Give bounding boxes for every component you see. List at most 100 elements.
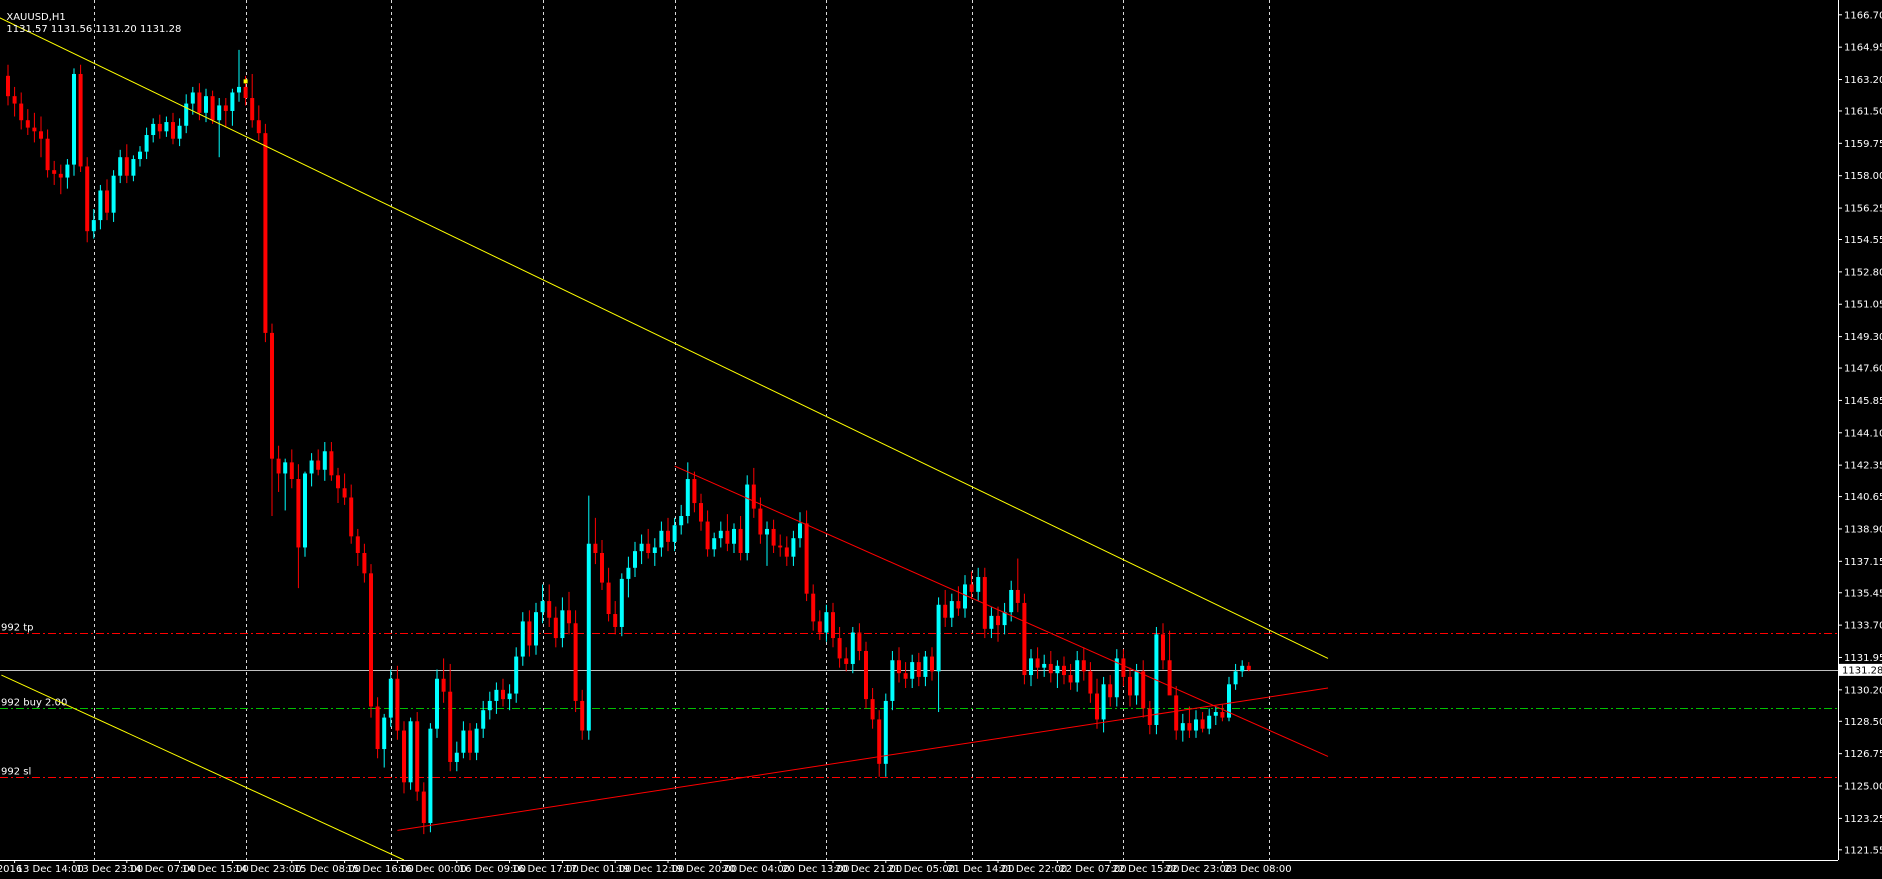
- candle-body: [204, 96, 208, 113]
- candle-body: [771, 528, 776, 546]
- candle: [1194, 710, 1198, 738]
- candle: [817, 610, 822, 640]
- candle: [652, 538, 657, 566]
- time-tick-label: 15 Dec 08:00: [294, 864, 361, 875]
- candle-body: [1015, 589, 1020, 603]
- price-tick-label: 1151.05: [1844, 300, 1882, 311]
- candle: [45, 129, 50, 178]
- candle: [105, 179, 109, 221]
- candle-body: [824, 612, 829, 633]
- candle: [751, 467, 756, 518]
- candle: [633, 541, 637, 578]
- candle-body: [613, 614, 618, 627]
- candle: [606, 567, 611, 622]
- candle: [725, 514, 730, 552]
- candle-body: [1128, 676, 1132, 696]
- candle: [230, 88, 235, 126]
- candle-body: [144, 135, 149, 152]
- candle: [1022, 593, 1027, 685]
- candle: [283, 458, 288, 511]
- candle-body: [52, 170, 57, 174]
- candle: [705, 510, 710, 557]
- candle: [382, 713, 387, 768]
- candle-body: [454, 752, 459, 762]
- candle: [72, 68, 76, 176]
- candle: [276, 445, 281, 492]
- candle-body: [342, 488, 347, 498]
- candle: [375, 697, 380, 759]
- candle-body: [1029, 658, 1033, 676]
- candle-body: [171, 122, 175, 139]
- candle: [454, 741, 459, 772]
- candle-body: [619, 578, 624, 627]
- candle-body: [98, 190, 103, 221]
- candle: [1128, 667, 1132, 707]
- candle: [296, 464, 301, 589]
- candle: [289, 449, 294, 489]
- candle: [672, 517, 677, 552]
- candle-body: [751, 484, 756, 509]
- candle-body: [606, 582, 611, 615]
- candle-body: [1009, 589, 1014, 613]
- candle-body: [1240, 665, 1245, 672]
- candle-body: [864, 651, 868, 700]
- candle-body: [1095, 693, 1099, 720]
- time-tick-label: 14 Dec 15:00: [182, 864, 249, 875]
- candle-body: [831, 612, 835, 639]
- trendline-anchor-point: [243, 79, 248, 84]
- candle: [171, 112, 175, 145]
- candle: [553, 606, 558, 648]
- trendline-yellow-upper: [0, 17, 1329, 659]
- candle-body: [487, 700, 492, 711]
- candle-body: [1207, 715, 1212, 729]
- candle: [1002, 602, 1007, 635]
- candle-body: [897, 660, 901, 674]
- candle-body: [857, 632, 862, 652]
- candle: [1048, 651, 1053, 683]
- candle-body: [138, 151, 142, 160]
- candle: [1220, 704, 1225, 722]
- candle-body: [177, 125, 182, 139]
- time-tick-label: 13 Dec 23:00: [76, 864, 143, 875]
- price-tick-label: 1130.20: [1844, 685, 1882, 696]
- bid-price-box: [1839, 663, 1882, 676]
- candle: [388, 669, 393, 727]
- candle-body: [474, 728, 479, 753]
- candle: [507, 684, 512, 711]
- candle-body: [428, 728, 433, 824]
- candle: [256, 105, 261, 141]
- candle-body: [124, 157, 129, 176]
- candle: [131, 155, 136, 182]
- candle-body: [765, 528, 769, 535]
- candle-body: [388, 678, 393, 718]
- time-tick-label: 16 Dec 17:00: [512, 864, 579, 875]
- price-tick-label: 1126.75: [1844, 749, 1882, 760]
- candle-body: [699, 503, 703, 522]
- candle-body: [540, 601, 545, 613]
- candle: [666, 517, 670, 552]
- candle: [1108, 675, 1113, 707]
- candle-body: [105, 190, 109, 213]
- candle: [217, 98, 222, 158]
- candle: [1240, 660, 1245, 677]
- candle: [78, 64, 83, 172]
- time-tick-label: 20 Dec 21:00: [835, 864, 902, 875]
- candle-body: [45, 138, 50, 171]
- price-tick-label: 1121.55: [1844, 845, 1882, 856]
- candle: [520, 612, 525, 666]
- candle-body: [85, 166, 90, 232]
- candle-body: [6, 75, 10, 97]
- candle-body: [217, 105, 222, 121]
- symbol-text: XAUUSD,H1: [6, 12, 66, 23]
- candle: [144, 127, 149, 160]
- candle: [428, 723, 433, 833]
- candle-body: [276, 458, 281, 474]
- candle-body: [903, 673, 908, 679]
- time-tick-label: 21 Dec 14:00: [947, 864, 1014, 875]
- candle: [1015, 558, 1020, 613]
- candle: [111, 170, 116, 222]
- candle: [355, 528, 360, 566]
- candle: [1161, 623, 1165, 670]
